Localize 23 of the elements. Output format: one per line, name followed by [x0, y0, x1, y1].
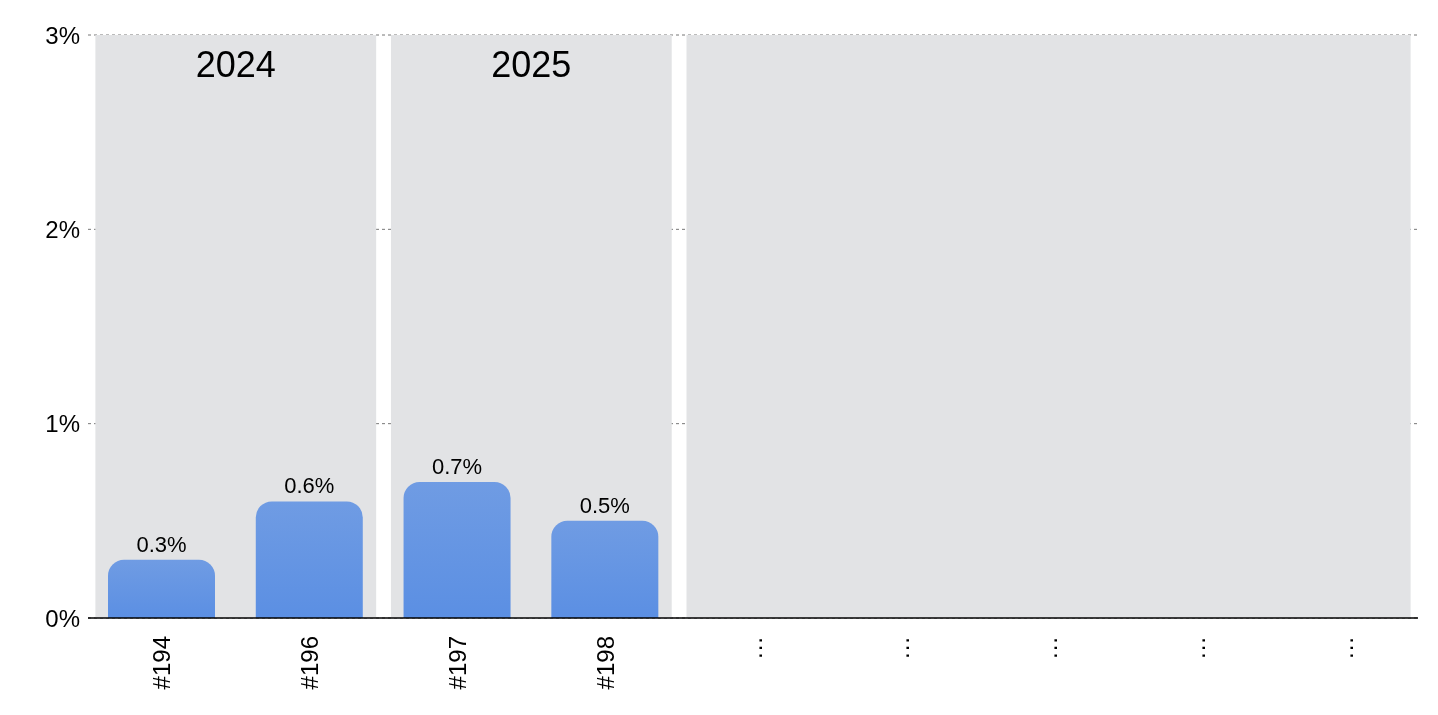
bar [551, 520, 659, 618]
x-tick-label: #197 [443, 636, 471, 690]
bar [255, 501, 363, 618]
x-tick-label: #194 [148, 636, 176, 690]
x-tick-label: #198 [591, 636, 619, 690]
x-tick-label: … [1330, 636, 1358, 660]
data-label: 0.5% [579, 492, 630, 518]
y-tick-label: 1% [45, 410, 80, 438]
data-label: 0.6% [284, 473, 335, 499]
y-tick-label: 0% [45, 604, 80, 632]
y-tick-label: 3% [45, 21, 80, 49]
x-tick-label: … [1035, 636, 1063, 660]
data-label: 0.3% [136, 531, 187, 557]
bar [403, 481, 511, 618]
data-label: 0.7% [431, 453, 483, 479]
x-tick-label: … [739, 636, 767, 660]
bar [108, 559, 215, 618]
x-tick-label: … [887, 636, 915, 660]
x-tick-label: … [1182, 636, 1210, 660]
band-label: 2025 [491, 43, 572, 85]
band-label: 2024 [195, 43, 276, 85]
y-tick-label: 2% [45, 215, 80, 243]
x-tick-label: #196 [296, 636, 324, 690]
